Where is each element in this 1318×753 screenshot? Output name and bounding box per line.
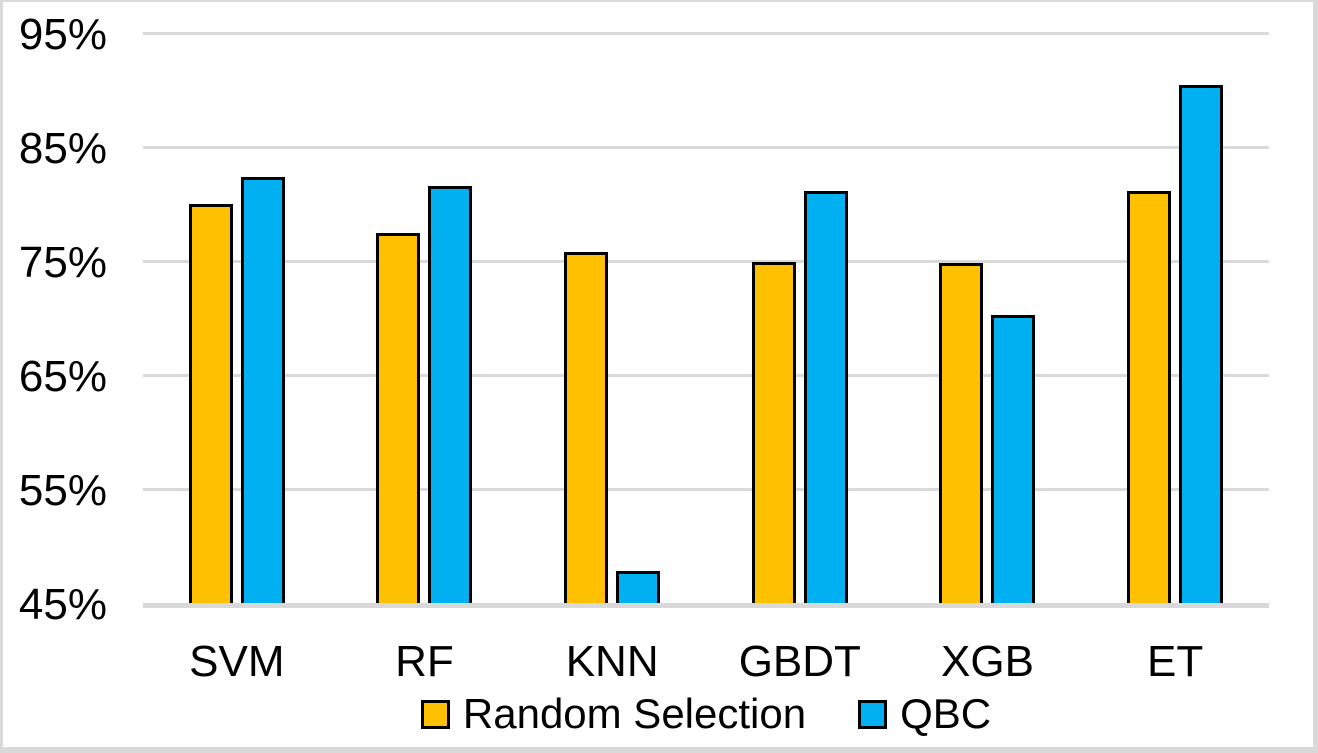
gridline-95 [143,31,1269,35]
bar-group-knn [518,2,706,603]
x-axis-label-et: ET [1147,637,1204,686]
gridline-75 [143,259,1269,263]
legend-swatch-icon [420,699,450,729]
gridline-65 [143,373,1269,377]
y-axis-label-95: 95% [18,10,107,59]
y-axis-label-45: 45% [18,580,107,629]
legend-label: QBC [900,690,992,737]
y-axis-label-75: 75% [18,238,107,287]
bar-random-selection-et [1127,191,1172,603]
x-axis-label-xgb: XGB [941,637,1034,686]
x-axis-label-rf: RF [395,637,454,686]
bar-random-selection-rf [376,232,421,603]
legend-label: Random Selection [462,690,807,737]
legend: Random Selection QBC [143,686,1269,742]
y-axis-label-65: 65% [18,352,107,401]
bar-random-selection-xgb [939,263,984,603]
bar-group-svm [143,2,331,603]
gridline-55 [143,487,1269,491]
bar-group-rf [331,2,519,603]
bar-group-et [1081,2,1269,603]
bar-random-selection-knn [564,251,609,603]
legend-swatch-icon [858,699,888,729]
x-axis-label-gbdt: GBDT [738,637,861,686]
bar-group-xgb [894,2,1082,603]
bar-qbc-knn [616,571,661,603]
y-axis-label-85: 85% [18,124,107,173]
y-axis-label-55: 55% [18,466,107,515]
bar-qbc-svm [240,176,285,603]
legend-item-qbc: QBC [858,693,991,735]
bar-qbc-et [1179,85,1224,603]
bar-qbc-rf [428,185,473,603]
legend-item-random-selection: Random Selection [420,690,807,737]
x-axis-label-knn: KNN [565,637,659,686]
x-axis-label-svm: SVM [189,637,285,686]
gridline-85 [143,145,1269,149]
bar-qbc-xgb [991,314,1036,603]
bar-qbc-gbdt [803,191,848,603]
bar-random-selection-svm [188,204,233,603]
bar-random-selection-gbdt [751,262,796,603]
gridline-45 [143,603,1269,608]
bar-group-gbdt [706,2,894,603]
